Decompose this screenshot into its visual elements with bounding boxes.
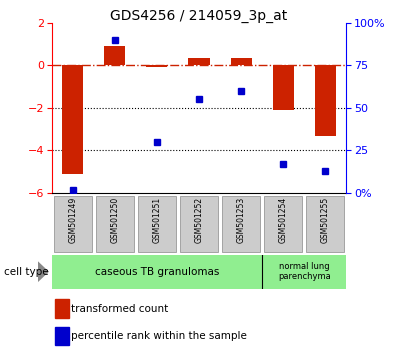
FancyBboxPatch shape (54, 196, 92, 252)
FancyBboxPatch shape (262, 255, 346, 289)
FancyBboxPatch shape (96, 196, 134, 252)
Polygon shape (38, 261, 49, 282)
FancyBboxPatch shape (52, 255, 262, 289)
Bar (273, 65, 294, 110)
Text: transformed count: transformed count (71, 303, 168, 314)
Bar (189, 58, 209, 65)
Bar (62, 65, 83, 174)
Text: normal lung
parenchyma: normal lung parenchyma (278, 262, 331, 281)
Text: GSM501252: GSM501252 (195, 196, 203, 242)
Text: GSM501251: GSM501251 (152, 196, 162, 242)
Bar (104, 46, 125, 65)
Text: GSM501250: GSM501250 (110, 196, 119, 243)
FancyBboxPatch shape (264, 196, 302, 252)
Bar (146, 65, 168, 67)
FancyBboxPatch shape (306, 196, 344, 252)
Bar (315, 65, 336, 136)
FancyBboxPatch shape (180, 196, 218, 252)
Bar (230, 58, 252, 65)
Text: GSM501249: GSM501249 (68, 196, 77, 243)
Text: GDS4256 / 214059_3p_at: GDS4256 / 214059_3p_at (110, 9, 288, 23)
FancyBboxPatch shape (222, 196, 260, 252)
Text: cell type: cell type (4, 267, 49, 277)
Text: caseous TB granulomas: caseous TB granulomas (95, 267, 219, 277)
Text: GSM501255: GSM501255 (321, 196, 330, 243)
Text: GSM501254: GSM501254 (279, 196, 288, 243)
FancyBboxPatch shape (138, 196, 176, 252)
Text: GSM501253: GSM501253 (236, 196, 246, 243)
Bar (55, 327, 69, 345)
Bar (55, 299, 69, 318)
Text: percentile rank within the sample: percentile rank within the sample (71, 331, 247, 341)
